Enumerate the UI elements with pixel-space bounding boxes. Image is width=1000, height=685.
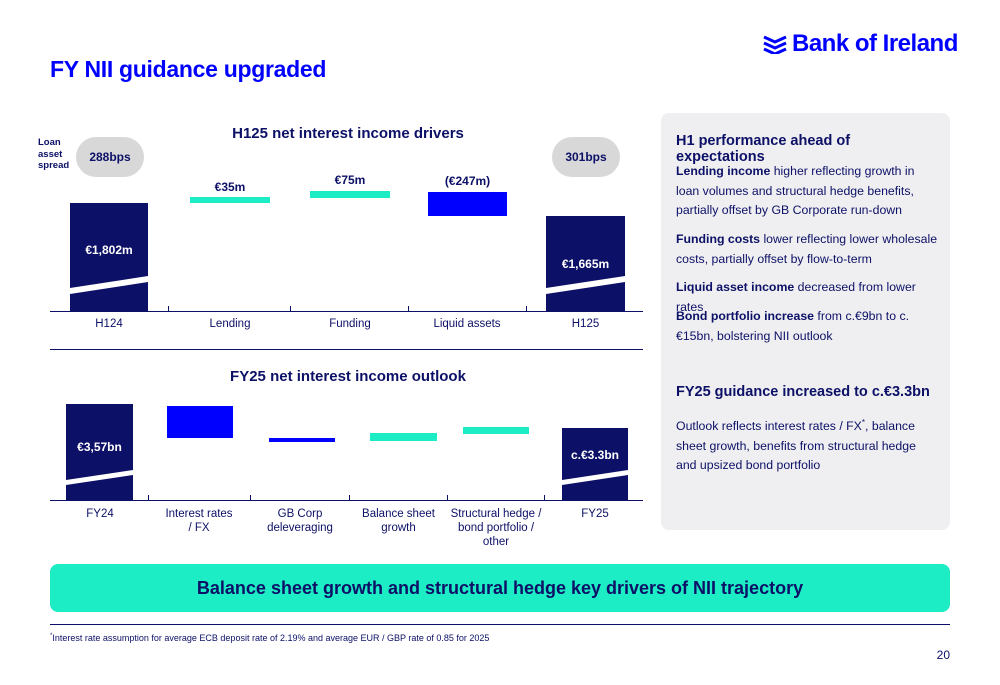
value-label-h124: €1,802m <box>85 243 133 257</box>
category-label-line: bond portfolio / <box>457 522 535 534</box>
axis-tick <box>408 306 409 312</box>
panel-item-lending: Lending income higher reflecting growth … <box>676 162 938 221</box>
category-label-line: deleveraging <box>267 522 333 534</box>
axis-break-fy24 <box>66 470 133 485</box>
value-label-liquid-assets: (€247m) <box>444 174 491 188</box>
axis-break-h124 <box>70 276 148 294</box>
category-label-liquid-assets: Liquid assets <box>433 318 501 330</box>
footnote-text: Interest rate assumption for average ECB… <box>52 633 490 643</box>
axis-tick <box>290 306 291 312</box>
bank-of-ireland-logo: Bank of Ireland <box>762 30 958 58</box>
panel-item-text: lower reflecting lower wholesale costs, … <box>676 232 938 266</box>
section-divider <box>50 349 643 350</box>
bar-lending <box>190 197 270 203</box>
bar-structural-hedge <box>463 427 529 434</box>
spread-end-pill: 301bps <box>552 137 620 177</box>
panel-item-bold: Liquid asset income <box>676 280 795 294</box>
bar-h125 <box>546 216 625 311</box>
category-label-line: Interest rates <box>165 508 233 520</box>
harp-stripes-icon <box>763 35 787 54</box>
panel-item-text: decreased from lower rates <box>676 280 916 314</box>
banner-text: Balance sheet growth and structural hedg… <box>196 577 804 598</box>
category-label-fy25: FY25 <box>581 508 609 520</box>
panel-heading-fy25: FY25 guidance increased to c.€3.3bn <box>676 384 930 400</box>
panel-item-funding: Funding costs lower reflecting lower who… <box>676 230 938 269</box>
loan-asset-spread-label: Loan asset spread <box>38 137 70 171</box>
bar-gb-corp-deleveraging <box>269 438 335 442</box>
panel-item-text: higher reflecting growth in loan volumes… <box>676 164 915 217</box>
axis-tick <box>526 306 527 312</box>
panel-heading-h1: H1 performance ahead of expectations <box>676 133 851 165</box>
axis-tick <box>349 495 350 501</box>
page-number: 20 <box>936 648 950 662</box>
bar-fy25 <box>562 428 628 500</box>
x-axis <box>50 500 643 501</box>
axis-break-fy25 <box>562 470 628 485</box>
panel-item-bond-portfolio: Bond portfolio increase from c.€9bn to c… <box>676 307 938 346</box>
panel-outlook-text: Outlook reflects interest rates / FX*, b… <box>676 413 938 476</box>
value-label-funding: €75m <box>334 173 366 187</box>
bar-h124 <box>70 203 148 311</box>
axis-tick <box>447 495 448 501</box>
footnote: *Interest rate assumption for average EC… <box>50 633 489 643</box>
bar-funding <box>310 191 390 198</box>
axis-tick <box>250 495 251 501</box>
category-label-h124: H124 <box>95 318 123 330</box>
commentary-panel: H1 performance ahead of expectations Len… <box>661 113 950 530</box>
category-label-line: / FX <box>188 522 210 534</box>
category-label-line: GB Corp <box>277 508 323 520</box>
page-title: FY NII guidance upgraded <box>50 56 327 82</box>
category-label-fy24: FY24 <box>86 508 114 520</box>
category-label-line: growth <box>381 522 416 534</box>
category-label-balance-sheet-growth: Balance sheet growth <box>351 507 446 535</box>
category-label-interest-rates-fx: Interest rates / FX <box>150 507 248 535</box>
bar-liquid-assets <box>428 192 507 216</box>
chart-title: FY25 net interest income outlook <box>230 368 466 385</box>
outlook-text: Outlook reflects interest rates / FX <box>676 419 862 434</box>
category-label-lending: Lending <box>209 318 251 330</box>
category-label-line: other <box>482 536 510 548</box>
value-label-fy25: c.€3.3bn <box>570 448 620 462</box>
value-label-h125: €1,665m <box>561 257 610 271</box>
axis-tick <box>544 495 545 501</box>
panel-item-bold: Lending income <box>676 164 771 178</box>
axis-tick <box>168 306 169 312</box>
chart-title: H125 net interest income drivers <box>232 125 464 142</box>
bar-interest-rates-fx <box>167 406 233 438</box>
logo-text: Bank of Ireland <box>792 30 958 57</box>
outlook-text: , balance sheet growth, benefits from st… <box>676 419 916 473</box>
footnote-marker: * <box>861 418 866 427</box>
footnote-marker: * <box>50 633 53 639</box>
panel-item-bold: Funding costs <box>676 232 761 246</box>
category-label-funding: Funding <box>329 318 371 330</box>
category-label-h125: H125 <box>571 318 600 330</box>
panel-item-text: from c.€9bn to c.€15bn, bolstering NII o… <box>676 309 910 343</box>
value-label-fy24: €3,57bn <box>77 440 122 454</box>
panel-item-liquid-assets: Liquid asset income decreased from lower… <box>676 278 938 317</box>
panel-item-bold: Bond portfolio increase <box>676 309 815 323</box>
axis-break-h125 <box>546 276 625 294</box>
category-label-line: Structural hedge / <box>450 508 542 520</box>
footer-divider <box>50 624 950 625</box>
category-label-structural-hedge: Structural hedge / bond portfolio / othe… <box>447 507 545 549</box>
category-label-gb-corp: GB Corp deleveraging <box>252 507 348 535</box>
axis-tick <box>148 495 149 501</box>
bar-fy24 <box>66 404 133 500</box>
bar-balance-sheet-growth <box>370 433 437 441</box>
spread-start-pill: 288bps <box>76 137 144 177</box>
key-message-banner: Balance sheet growth and structural hedg… <box>50 564 950 612</box>
x-axis <box>50 311 643 312</box>
category-label-line: Balance sheet <box>362 508 435 520</box>
value-label-lending: €35m <box>214 180 246 194</box>
